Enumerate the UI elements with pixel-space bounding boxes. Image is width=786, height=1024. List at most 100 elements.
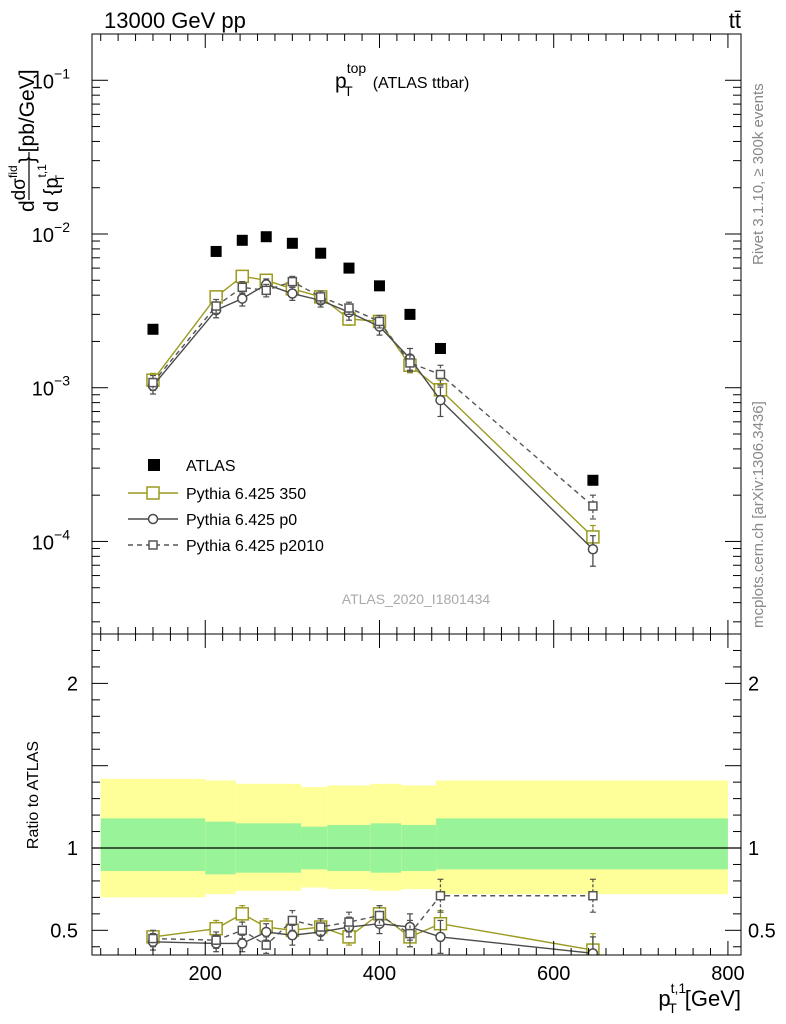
ratio-y-tick-label-right: 2 <box>748 673 759 695</box>
ratio-data-point <box>374 910 385 921</box>
analysis-id: ATLAS_2020_I1801434 <box>342 591 491 607</box>
xlabel-unit: [GeV] <box>685 986 741 1011</box>
x-tick-label: 400 <box>363 963 396 985</box>
band-inner-bin <box>100 818 206 872</box>
ratio-y-tick-label: 2 <box>67 673 78 695</box>
ratio-data-point <box>237 938 248 949</box>
main-data-point <box>211 301 221 311</box>
band-inner-bin <box>436 818 728 870</box>
main-series-pythia-6-425-p2010 <box>148 275 598 520</box>
x-tick-label: 600 <box>537 963 570 985</box>
y-tick-base: 10 <box>32 379 54 401</box>
main-series-line <box>152 283 594 550</box>
final-state-label: tt̄ <box>729 8 741 33</box>
ylabel-den-sup: t,1 <box>35 164 49 178</box>
legend-label: Pythia 6.425 p0 <box>186 512 297 529</box>
xlabel-main: p <box>658 986 670 1011</box>
svg-text:ddσfid}[pb/GeV]: ddσfid} [pb/GeV] <box>6 69 39 212</box>
ratio-y-tick-label: 0.5 <box>50 920 78 942</box>
legend-marker <box>146 486 160 500</box>
svg-text:d {pt,1T: d {pt,1 T <box>35 164 67 212</box>
main-data-point <box>237 282 248 293</box>
title-sup: top <box>347 60 367 76</box>
main-atlas-point <box>260 231 272 243</box>
main-data-point <box>588 501 598 511</box>
ratio-data-point <box>287 929 298 941</box>
data-marks <box>146 231 600 955</box>
y-tick-base: 10 <box>32 225 54 247</box>
main-data-point <box>405 358 415 368</box>
main-series-line <box>152 280 594 507</box>
main-data-point <box>261 285 271 296</box>
legend: ATLAS Pythia 6.425 350 Pythia 6.425 p0 Pyth… <box>128 458 324 555</box>
ratio-y-tick-label-right: 0.5 <box>748 920 776 942</box>
mcplots-label: mcplots.cern.ch [arXiv:1306.3436] <box>750 401 767 628</box>
main-data-point <box>435 394 446 406</box>
plot-frames <box>91 33 742 956</box>
y-tick-label: 10−4 <box>32 526 70 554</box>
ratio-y-tick-label: 1 <box>67 838 78 860</box>
ratio-data-point <box>237 925 248 936</box>
main-atlas-point <box>404 308 416 320</box>
main-atlas-point <box>343 262 355 274</box>
y-tick-exponent: −3 <box>54 373 70 389</box>
main-atlas-point <box>587 474 599 486</box>
main-atlas-point <box>315 247 327 259</box>
ratio-data-point <box>374 918 385 929</box>
ratio-data-point <box>405 928 415 939</box>
ratio-data-point <box>587 948 599 955</box>
ratio-data-point <box>148 933 158 944</box>
ratio-plot-frame <box>91 633 742 956</box>
ratio-data-point <box>435 931 446 943</box>
ratio-data-point <box>344 917 354 927</box>
y-tick-exponent: −4 <box>54 526 70 542</box>
legend-marker <box>147 513 159 525</box>
ylabel-close: } <box>16 156 39 163</box>
rivet-label: Rivet 3.1.10, ≥ 300k events <box>750 83 767 265</box>
ratio-data-point <box>287 915 298 926</box>
ylabel-d: d <box>16 200 39 212</box>
y-tick-label: 10−3 <box>32 373 70 401</box>
ratio-data-point <box>211 935 221 945</box>
y-tick-exponent: −1 <box>54 65 70 81</box>
ratio-data-point <box>315 922 326 932</box>
main-data-point <box>235 269 250 284</box>
ylabel-den-sub: T <box>53 174 67 182</box>
xlabel-sup: t,1 <box>671 980 687 996</box>
ratio-data-point <box>588 890 598 901</box>
main-data-point <box>148 377 158 388</box>
main-data-point <box>237 293 248 304</box>
main-atlas-point <box>147 323 159 335</box>
main-y-axis-label: ddσfid} [pb/GeV] d {pt,1 T <box>6 69 67 212</box>
main-data-point <box>287 276 298 287</box>
ratio-y-axis-label: Ratio to ATLAS <box>25 741 42 849</box>
x-axis-label: pt,1 T [GeV] <box>658 980 741 1016</box>
ratio-uncertainty-bands <box>92 778 741 898</box>
x-tick-label: 200 <box>189 963 222 985</box>
y-tick-base: 10 <box>32 532 54 554</box>
main-data-point <box>587 543 599 555</box>
main-data-point <box>287 288 298 299</box>
ratio-data-point <box>235 907 250 921</box>
y-tick-exponent: −2 <box>54 219 70 235</box>
main-data-point <box>315 292 326 302</box>
main-atlas-point <box>286 237 298 249</box>
ylabel-unit: [pb/GeV] <box>16 69 39 152</box>
main-atlas-point <box>434 342 446 354</box>
ratio-y-tick-label-right: 1 <box>748 838 759 860</box>
legend-label: ATLAS <box>186 458 236 475</box>
process-label: 13000 GeV pp <box>104 8 246 33</box>
y-tick-base: 10 <box>32 71 54 93</box>
legend-label: Pythia 6.425 p2010 <box>186 538 324 555</box>
main-atlas-point <box>210 245 222 257</box>
main-data-point <box>344 303 354 313</box>
y-tick-label: 10−2 <box>32 219 70 247</box>
legend-marker <box>148 540 158 550</box>
title-suffix: (ATLAS ttbar) <box>373 75 470 92</box>
legend-marker-atlas <box>148 459 160 471</box>
main-atlas-point <box>373 280 385 292</box>
main-data-point <box>435 369 446 380</box>
x-tick-label: 800 <box>711 963 744 985</box>
title-sub: T <box>344 83 353 99</box>
